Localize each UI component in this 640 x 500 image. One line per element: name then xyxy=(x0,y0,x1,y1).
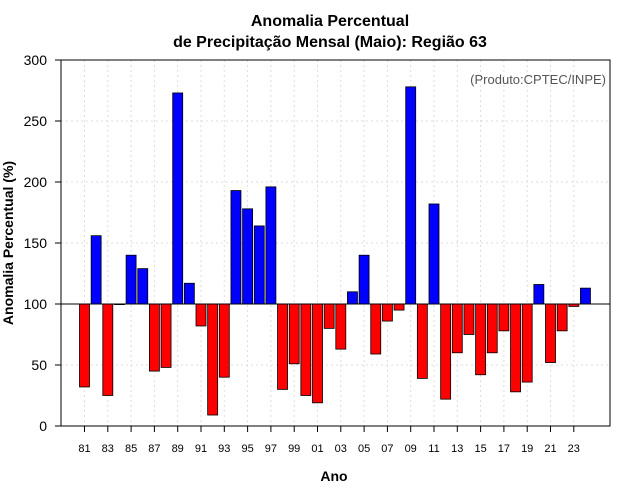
bar-83 xyxy=(102,303,114,396)
bar-19 xyxy=(521,303,533,383)
x-tick-label: 11 xyxy=(428,443,439,455)
x-tick-label: 99 xyxy=(288,443,300,455)
bar-88 xyxy=(160,303,172,368)
y-tick-label: 0 xyxy=(39,418,47,434)
bar-81 xyxy=(79,303,90,388)
bar-96 xyxy=(253,225,265,305)
bar-20 xyxy=(533,284,545,305)
bar-11 xyxy=(428,203,440,305)
x-tick-label: 17 xyxy=(498,443,510,455)
bar-14 xyxy=(463,303,475,335)
y-axis-label: Anomalia Percentual (%) xyxy=(0,161,16,325)
y-tick-label: 50 xyxy=(31,357,47,373)
bar-22 xyxy=(556,303,568,332)
y-tick-label: 100 xyxy=(24,296,48,312)
bar-03 xyxy=(335,303,347,350)
bar-98 xyxy=(277,303,288,390)
bar-05 xyxy=(358,254,370,305)
bar-87 xyxy=(148,303,160,372)
bar-17 xyxy=(498,303,510,332)
bar-07 xyxy=(381,303,393,322)
bar-01 xyxy=(312,303,323,404)
bar-91 xyxy=(195,303,207,327)
bar-89 xyxy=(172,92,184,305)
x-tick-label: 15 xyxy=(474,443,486,455)
chart-title: Anomalia Percentual xyxy=(251,13,409,30)
bar-92 xyxy=(207,303,219,416)
bar-06 xyxy=(370,303,382,355)
bar-94 xyxy=(230,190,242,305)
bar-02 xyxy=(323,303,335,329)
bar-90 xyxy=(183,282,195,305)
x-tick-label: 01 xyxy=(311,443,323,455)
x-tick-label: 09 xyxy=(405,443,417,455)
bar-99 xyxy=(288,303,300,365)
x-tick-label: 13 xyxy=(451,443,463,455)
bars-group xyxy=(79,86,591,416)
bar-10 xyxy=(416,303,428,379)
bar-21 xyxy=(545,303,556,363)
x-tick-label: 97 xyxy=(265,443,277,455)
bar-95 xyxy=(242,208,254,305)
bar-86 xyxy=(137,268,149,305)
plot-frame xyxy=(60,59,611,427)
bar-82 xyxy=(90,235,102,305)
x-tick-label: 85 xyxy=(125,443,137,455)
y-tick-label: 150 xyxy=(24,235,48,251)
x-tick-label: 81 xyxy=(78,443,90,455)
bar-12 xyxy=(440,303,452,400)
y-tick-label: 200 xyxy=(24,174,48,190)
x-tick-label: 93 xyxy=(218,443,230,455)
y-tick-label: 300 xyxy=(24,52,48,68)
x-tick-label: 07 xyxy=(381,443,393,455)
bar-18 xyxy=(510,303,521,393)
bar-85 xyxy=(125,254,137,305)
x-tick-label: 05 xyxy=(358,443,370,455)
x-tick-label: 83 xyxy=(102,443,114,455)
bar-13 xyxy=(451,303,463,354)
x-tick-label: 23 xyxy=(568,443,580,455)
bar-09 xyxy=(405,86,417,305)
x-axis-label: Ano xyxy=(320,468,347,484)
x-tick-label: 89 xyxy=(172,443,184,455)
bar-97 xyxy=(265,186,277,305)
y-tick-label: 250 xyxy=(24,113,48,129)
bar-00 xyxy=(300,303,312,396)
x-tick-label: 19 xyxy=(521,443,533,455)
bar-16 xyxy=(486,303,498,354)
x-tick-label: 91 xyxy=(195,443,207,455)
x-tick-label: 03 xyxy=(335,443,347,455)
x-tick-label: 87 xyxy=(148,443,160,455)
bar-93 xyxy=(218,303,230,378)
x-tick-label: 21 xyxy=(544,443,556,455)
source-annotation: (Produto:CPTEC/INPE) xyxy=(470,72,606,87)
bar-15 xyxy=(475,303,487,376)
x-tick-label: 95 xyxy=(241,443,253,455)
bar-04 xyxy=(347,291,358,305)
bar-24 xyxy=(580,287,591,305)
bar-08 xyxy=(393,303,405,311)
chart-subtitle: de Precipitação Mensal (Maio): Região 63 xyxy=(173,34,487,51)
